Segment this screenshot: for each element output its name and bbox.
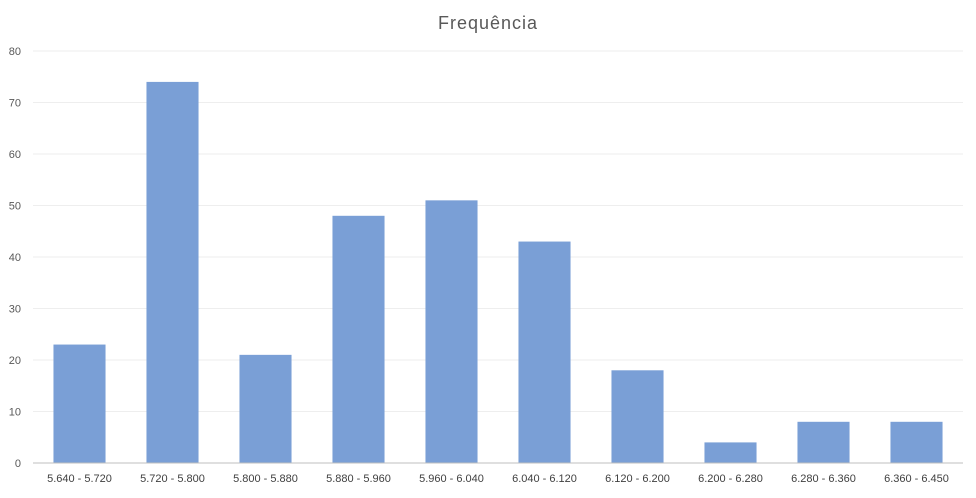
x-tick-label: 6.280 - 6.360 <box>791 473 856 485</box>
x-tick-label: 5.720 - 5.800 <box>140 473 205 485</box>
y-tick-label: 20 <box>9 355 21 367</box>
y-tick-label: 50 <box>9 201 21 213</box>
y-tick-label: 10 <box>9 407 21 419</box>
x-tick-label: 6.360 - 6.450 <box>884 473 949 485</box>
bar <box>332 215 385 463</box>
y-axis-tick-labels: 0 10 20 30 40 50 60 70 80 <box>9 46 21 470</box>
bar <box>797 421 850 463</box>
y-tick-label: 30 <box>9 304 21 316</box>
y-tick-label: 70 <box>9 98 21 110</box>
bar <box>611 370 664 463</box>
bar <box>53 344 106 463</box>
y-tick-label: 0 <box>15 458 21 470</box>
chart-title: Frequência <box>438 13 538 33</box>
bar <box>425 200 478 463</box>
y-tick-label: 40 <box>9 252 21 264</box>
x-tick-label: 5.640 - 5.720 <box>47 473 112 485</box>
x-tick-label: 6.120 - 6.200 <box>605 473 670 485</box>
bar <box>518 241 571 463</box>
bar <box>146 81 199 464</box>
bar <box>890 421 943 463</box>
y-tick-label: 60 <box>9 149 21 161</box>
bars <box>53 81 943 464</box>
x-tick-label: 5.960 - 6.040 <box>419 473 484 485</box>
y-tick-label: 80 <box>9 46 21 58</box>
x-tick-label: 5.800 - 5.880 <box>233 473 298 485</box>
x-tick-label: 5.880 - 5.960 <box>326 473 391 485</box>
x-tick-label: 6.040 - 6.120 <box>512 473 577 485</box>
x-axis-tick-labels: 5.640 - 5.720 5.720 - 5.800 5.800 - 5.880 5… <box>47 473 949 485</box>
bar <box>239 354 292 463</box>
x-tick-label: 6.200 - 6.280 <box>698 473 763 485</box>
bar <box>704 442 757 463</box>
